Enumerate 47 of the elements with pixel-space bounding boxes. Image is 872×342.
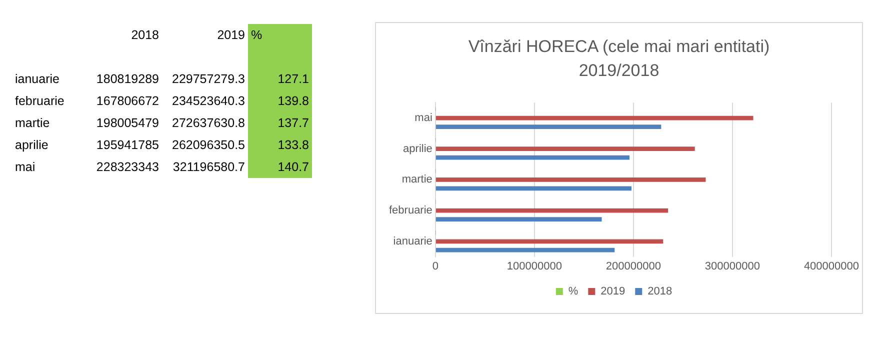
series-label: % [250, 27, 264, 44]
y-tick-label: mai [414, 112, 432, 124]
chart-title: Vînzări HORECA (cele mai mari entitati) 2019/2018 [467, 36, 771, 82]
x-tick-label: 400000000 [804, 260, 859, 272]
x-tick-label: 100000000 [506, 260, 562, 272]
data-label: 180819289 [95, 71, 160, 88]
data-label: 262096350.5 [171, 137, 246, 154]
y-tick-label: aprilie [403, 142, 432, 155]
bar [436, 155, 630, 160]
data-label: 198005479 [95, 115, 160, 132]
bar [436, 178, 706, 182]
text: 2019 [216, 27, 246, 44]
category-label: februarie [14, 93, 66, 110]
x-tick-label: 300000000 [704, 260, 760, 272]
bar [436, 208, 668, 213]
legend-label: 2019 [600, 286, 626, 298]
legend-label: % [568, 286, 578, 298]
category-label: aprilie [14, 137, 50, 154]
bar [436, 248, 615, 252]
x-tick-label: 200000000 [606, 260, 661, 272]
y-tick-label: ianuarie [393, 235, 432, 248]
data-label: 167806672 [95, 93, 160, 110]
y-tick-label: martie [402, 174, 432, 186]
category-label: ianuarie [14, 71, 60, 88]
data-label: 234523640.3 [171, 93, 246, 110]
bar [436, 116, 754, 120]
bar [436, 239, 664, 244]
bar [436, 186, 632, 191]
text: 2018 [130, 27, 160, 44]
bar [436, 146, 695, 152]
data-label: 321196580.7 [172, 159, 246, 176]
y-tick-label: februarie [388, 204, 432, 217]
category-label: martie [14, 115, 51, 132]
data-label: 272637630.8 [171, 115, 246, 132]
data-label: 228323343 [95, 159, 160, 176]
data-label: 195941785 [95, 137, 160, 154]
x-tick-label: 0 [432, 260, 438, 272]
data-label: 127.1 [276, 71, 310, 88]
legend-label: 2018 [648, 286, 672, 298]
data-label: 133.8 [276, 137, 310, 154]
category-label: mai [14, 159, 36, 176]
data-label: 137.7 [276, 115, 310, 132]
bar [436, 217, 602, 222]
bar [436, 124, 662, 129]
data-label: 229757279.3 [171, 71, 246, 88]
data-label: 139.8 [276, 93, 310, 110]
data-label: 140.7 [276, 159, 310, 176]
